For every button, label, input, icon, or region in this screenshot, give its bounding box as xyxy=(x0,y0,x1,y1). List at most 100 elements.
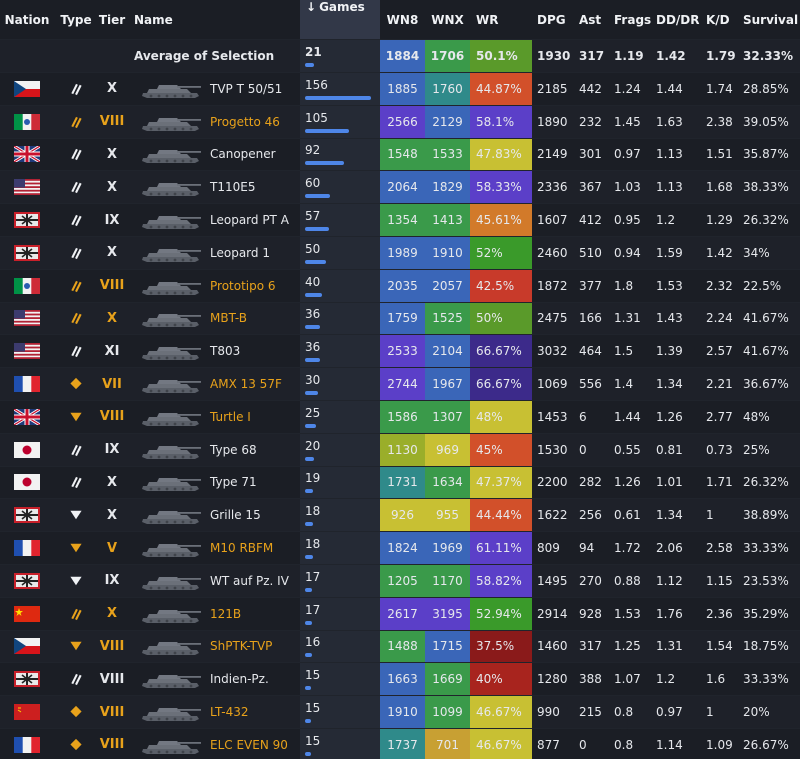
frags-cell: 0.97 xyxy=(614,147,641,162)
games-value: 50 xyxy=(305,241,321,256)
vehicle-name[interactable]: Type 71 xyxy=(210,475,257,490)
vehicle-name[interactable]: 121B xyxy=(210,606,242,621)
sort-desc-icon: ↓ xyxy=(306,0,317,14)
games-cell: 36 xyxy=(300,335,380,368)
light-icon xyxy=(70,377,82,390)
header-dpg[interactable]: DPG xyxy=(537,12,566,27)
vehicle-name[interactable]: M10 RBFM xyxy=(210,541,274,556)
table-row[interactable]: IX Type 68 20 1130 969 45% 1530 0 0.55 0.81 0.73 25… xyxy=(0,433,800,467)
header-type[interactable]: Type xyxy=(60,12,92,27)
dpg-cell: 1607 xyxy=(537,213,568,228)
dpg-cell: 990 xyxy=(537,705,560,720)
table-row[interactable]: X Leopard 1 50 1989 1910 52% 2460 510 0.94 1.59 1.… xyxy=(0,236,800,270)
table-row[interactable]: V M10 RBFM 18 1824 1969 61.11% 809 94 1.72 2.06 2.… xyxy=(0,532,800,565)
average-wn8: 1884 xyxy=(380,40,425,72)
dd-dr-cell: 1.59 xyxy=(656,245,683,260)
vehicle-name[interactable]: T803 xyxy=(210,344,241,359)
games-value: 19 xyxy=(305,471,321,486)
usa-flag xyxy=(14,343,40,360)
wnx-cell: 2129 xyxy=(425,105,470,138)
wn8-cell: 1759 xyxy=(380,302,425,335)
table-row[interactable]: X Type 71 19 1731 1634 47.37% 2200 282 1.26 1.01 1… xyxy=(0,466,800,500)
header-wnx[interactable]: WNX xyxy=(431,12,464,27)
header-survival[interactable]: Survival xyxy=(743,12,799,27)
header-ast[interactable]: Ast xyxy=(579,12,602,27)
vehicle-name[interactable]: Grille 15 xyxy=(210,508,261,523)
tier-cell: VIII xyxy=(99,671,125,687)
header-wr[interactable]: WR xyxy=(476,12,499,27)
table-row[interactable]: XI T803 36 2533 2104 66.67% 3032 464 1.5 1.39 2.57… xyxy=(0,335,800,369)
vehicle-name[interactable]: Turtle I xyxy=(210,409,251,424)
tank-silhouette-icon xyxy=(142,642,201,656)
wn8-cell: 1663 xyxy=(380,663,425,696)
wnx-cell: 2104 xyxy=(425,335,470,368)
vehicle-name[interactable]: Prototipo 6 xyxy=(210,278,276,293)
header-wn8[interactable]: WN8 xyxy=(386,12,419,27)
table-row[interactable]: X TVP T 50/51 156 1885 1760 44.87% 2185 442 1.24… xyxy=(0,73,800,106)
header-tier[interactable]: Tier xyxy=(98,12,126,27)
vehicle-name[interactable]: MBT-B xyxy=(210,311,247,326)
average-games-value: 21 xyxy=(305,45,322,59)
table-row[interactable]: VII AMX 13 57F 30 2744 1967 66.67% 1069 556 1.4 1… xyxy=(0,368,800,401)
germany-flag xyxy=(14,244,40,261)
header-dd-dr[interactable]: DD/DR xyxy=(656,12,700,27)
vehicle-name[interactable]: Leopard 1 xyxy=(210,245,270,260)
table-row[interactable]: VIII LT-432 15 1910 1099 46.67% 990 215 0.8 0.97 1… xyxy=(0,696,800,729)
wn8-cell: 1586 xyxy=(380,400,425,433)
vehicle-name[interactable]: AMX 13 57F xyxy=(210,377,282,392)
frags-cell: 1.72 xyxy=(614,541,641,556)
vehicle-name[interactable]: Indien-Pz. xyxy=(210,672,269,687)
games-value: 105 xyxy=(305,110,328,125)
table-row[interactable]: X Canopener 92 1548 1533 47.83% 2149 301 0.97 1.1… xyxy=(0,138,800,172)
tank-silhouette-icon xyxy=(142,675,201,689)
wr-cell: 47.37% xyxy=(470,466,532,499)
wn8-cell: 1205 xyxy=(380,564,425,597)
frags-cell: 1.26 xyxy=(614,475,641,490)
table-row[interactable]: IX Leopard PT A 57 1354 1413 45.61% 1607 412 0.9… xyxy=(0,204,800,237)
table-row[interactable]: VIII ShPTK-TVP 16 1488 1715 37.5% 1460 317 1.25 1… xyxy=(0,630,800,664)
tank-image xyxy=(133,204,209,236)
table-row[interactable]: VIII Turtle I 25 1586 1307 48% 1453 6 1.44 1.26 2.… xyxy=(0,400,800,434)
table-row[interactable]: X 121B 17 2617 3195 52.94% 2914 928 1.53 1.76 2.36… xyxy=(0,597,800,631)
heavy-icon xyxy=(70,412,82,422)
vehicle-name[interactable]: Type 68 xyxy=(210,442,257,457)
nation-cell xyxy=(0,73,54,105)
tank-image xyxy=(133,368,209,400)
table-header: Nation Type Tier Name ↓ Games WN8 WNX WR … xyxy=(0,0,800,40)
header-kd[interactable]: K/D xyxy=(706,12,730,27)
dd-dr-cell: 1.34 xyxy=(656,508,683,523)
table-row[interactable]: X Grille 15 18 926 955 44.44% 1622 256 0.61 1.34 1… xyxy=(0,499,800,533)
table-row[interactable]: VIII Progetto 46 105 2566 2129 58.1% 1890 232 1.… xyxy=(0,105,800,139)
tank-image xyxy=(133,631,209,663)
vehicle-name[interactable]: WT auf Pz. IV xyxy=(210,573,289,588)
table-row[interactable]: VIII Prototipo 6 40 2035 2057 42.5% 1872 377 1.8… xyxy=(0,269,800,303)
vehicle-name[interactable]: TVP T 50/51 xyxy=(210,81,283,96)
table-row[interactable]: VIII Indien-Pz. 15 1663 1669 40% 1280 388 1.07 1.… xyxy=(0,663,800,697)
frags-cell: 1.07 xyxy=(614,672,641,687)
tier-cell: VIII xyxy=(99,704,125,720)
table-row[interactable]: X MBT-B 36 1759 1525 50% 2475 166 1.31 1.43 2.24 41… xyxy=(0,302,800,336)
vehicle-name[interactable]: ELC EVEN 90 xyxy=(210,737,288,752)
header-name[interactable]: Name xyxy=(134,12,173,27)
table-row[interactable]: IX WT auf Pz. IV 17 1205 1170 58.82% 1495 270 0.… xyxy=(0,564,800,598)
vehicle-name[interactable]: T110E5 xyxy=(210,180,256,195)
games-cell: 50 xyxy=(300,236,380,269)
wn8-cell: 2566 xyxy=(380,105,425,138)
table-row[interactable]: X T110E5 60 2064 1829 58.33% 2336 367 1.03 1.13 1.… xyxy=(0,171,800,205)
tank-image xyxy=(133,335,209,367)
vehicle-name[interactable]: ShPTK-TVP xyxy=(210,639,273,654)
survival-cell: 38.89% xyxy=(743,508,789,523)
type-cell xyxy=(54,663,98,695)
tier-cell: X xyxy=(106,606,118,622)
tank-image xyxy=(133,106,209,138)
vehicle-name[interactable]: Canopener xyxy=(210,147,276,162)
header-frags[interactable]: Frags xyxy=(614,12,652,27)
td-icon xyxy=(71,116,82,128)
vehicle-name[interactable]: LT-432 xyxy=(210,705,249,720)
vehicle-name[interactable]: Progetto 46 xyxy=(210,114,280,129)
header-nation[interactable]: Nation xyxy=(4,12,50,27)
vehicle-name[interactable]: Leopard PT A xyxy=(210,213,289,228)
table-row[interactable]: VIII ELC EVEN 90 15 1737 701 46.67% 877 0 0.8 1.1… xyxy=(0,728,800,759)
header-games-sorted[interactable]: ↓ Games xyxy=(300,0,380,39)
